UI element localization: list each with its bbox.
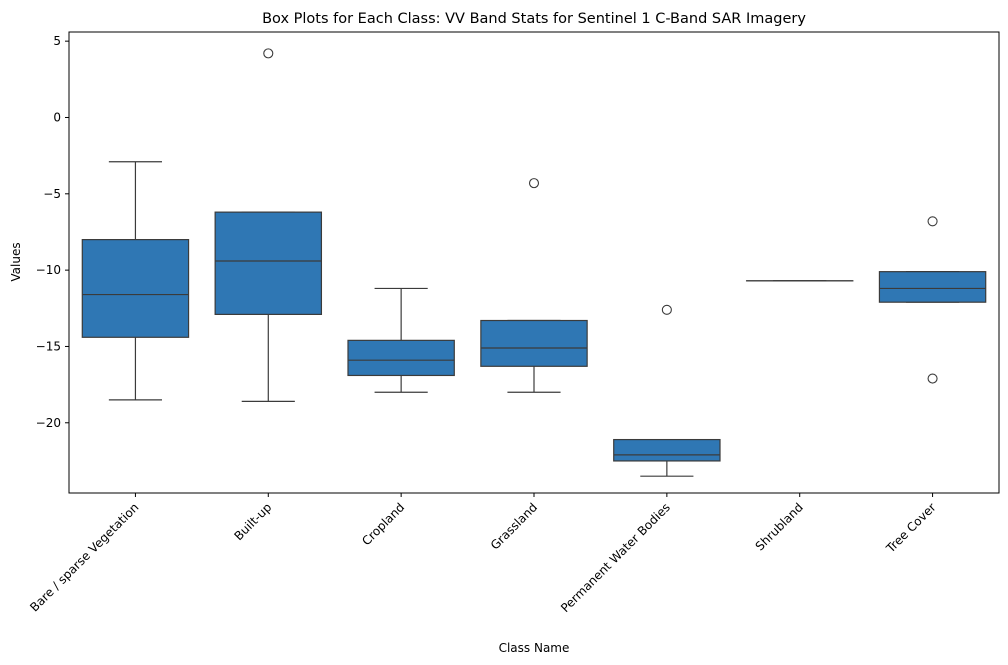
y-tick-label: 5: [53, 34, 61, 48]
box-iqr: [878, 271, 987, 303]
plot-area: [81, 48, 987, 477]
y-tick-label: −15: [36, 339, 61, 353]
box-6: [878, 216, 987, 384]
y-axis: 5 0 −5 −10 −15 −20: [36, 34, 69, 430]
box-0: [81, 161, 190, 401]
box-4: [613, 304, 721, 477]
box-2: [347, 287, 455, 393]
box-iqr: [81, 239, 190, 338]
box-iqr: [480, 319, 588, 367]
y-tick-label: 0: [53, 110, 61, 124]
outlier-point: [661, 304, 672, 315]
y-axis-label: Values: [9, 242, 23, 281]
box-iqr: [347, 339, 455, 377]
box-1: [214, 48, 323, 403]
chart-title: Box Plots for Each Class: VV Band Stats …: [262, 11, 806, 27]
outlier-point: [927, 216, 938, 227]
y-tick-label: −20: [36, 416, 61, 430]
y-tick-label: −10: [36, 263, 61, 277]
x-axis-label: Class Name: [499, 641, 570, 655]
outlier-point: [263, 48, 274, 59]
outlier-point: [528, 178, 540, 189]
y-tick-label: −5: [43, 187, 61, 201]
outlier-point: [927, 373, 938, 384]
box-iqr: [613, 438, 721, 462]
box-iqr: [214, 211, 323, 316]
box-3: [480, 178, 588, 393]
